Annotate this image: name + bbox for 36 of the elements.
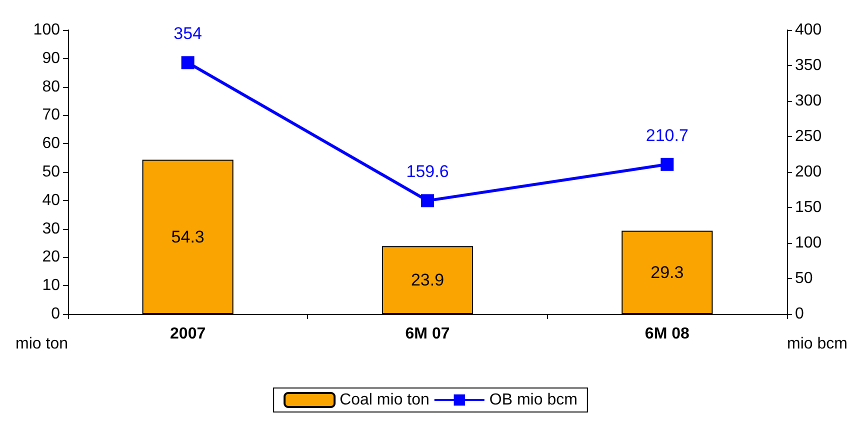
y2-tick-label: 200 (795, 164, 822, 180)
y-axis-title: mio ton (16, 336, 68, 352)
data-label: 29.3 (650, 262, 684, 282)
y2-tick-label: 250 (795, 128, 822, 145)
data-label: 159.6 (406, 162, 449, 182)
legend-label: Coal mio ton (340, 392, 430, 408)
x-tick-label: 2007 (170, 326, 206, 342)
y-tick-label: 70 (42, 106, 60, 124)
point (181, 56, 194, 70)
data-label: 354 (174, 24, 202, 44)
data-label: 210.7 (646, 126, 688, 145)
y2-tick-label: 100 (795, 234, 822, 252)
point (660, 158, 674, 171)
y2-axis-title: mio bcm (787, 336, 848, 352)
y2-tick-label: 150 (795, 199, 822, 216)
y2-tick-label: 350 (795, 57, 822, 74)
y-tick-label: 90 (42, 50, 60, 67)
y2-tick-label: 50 (795, 270, 813, 287)
y-tick-label: 0 (51, 306, 60, 322)
y-tick-label: 60 (42, 135, 60, 152)
y-tick-label: 100 (33, 22, 60, 38)
data-label: 54.3 (171, 227, 204, 246)
legend-label: OB mio bcm (489, 392, 578, 408)
y-tick-label: 80 (42, 78, 60, 96)
x-tick-label: 6M 08 (644, 326, 690, 342)
x-tick-label: 6M 07 (405, 326, 450, 342)
y2-tick-label: 300 (795, 92, 822, 110)
y-tick-label: 20 (42, 248, 60, 266)
point (421, 194, 434, 208)
y2-tick-label: 400 (795, 22, 822, 38)
data-label: 23.9 (410, 270, 444, 290)
y-tick-label: 30 (42, 220, 60, 238)
y-tick-label: 40 (42, 192, 60, 209)
y-tick-label: 50 (42, 164, 60, 180)
y2-tick-label: 0 (795, 306, 804, 322)
y-tick-label: 10 (42, 277, 60, 294)
